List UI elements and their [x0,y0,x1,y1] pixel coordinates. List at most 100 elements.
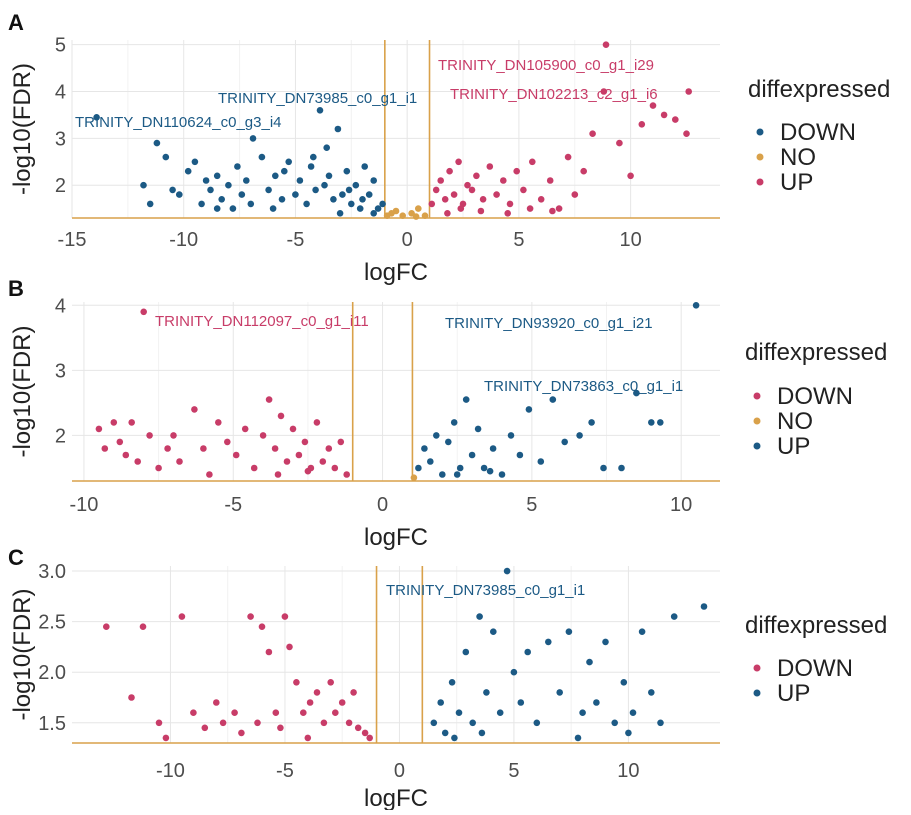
data-point-up [546,177,554,184]
data-point-down [343,167,351,175]
data-point-down [93,114,100,121]
data-point-down [304,467,312,475]
data-point-down [200,445,207,452]
data-point-up [545,638,552,646]
data-point-down [191,158,199,166]
data-point-up [506,200,514,208]
data-point-down [348,200,355,208]
legend-key [756,178,764,186]
data-point-up [516,451,524,459]
data-point-down [281,167,288,175]
data-point-up [513,167,520,175]
data-point-down [336,210,344,217]
x-tick-label: 0 [402,229,413,251]
data-point-up [446,167,453,175]
data-point-down [370,177,378,184]
data-point-down [283,458,291,465]
data-point-down [103,623,110,630]
data-point-up [549,207,556,215]
legend-label: UP [777,680,810,707]
data-point-up [462,396,470,403]
data-point-up [428,200,436,208]
data-point-up [462,648,470,656]
x-axis-label: logFC [364,259,428,286]
data-point-down [206,471,213,478]
data-point-down [334,125,342,133]
data-point-down [304,734,312,742]
data-point-down [339,191,346,198]
data-point-up [457,205,465,212]
data-point-down [306,699,314,706]
legend-label: UP [780,169,813,196]
data-point-down [295,451,303,459]
data-point-up [455,158,462,166]
data-point-down [146,432,153,439]
x-tick-label: -10 [69,494,98,516]
data-point-down [184,167,192,175]
data-point-down [213,699,220,706]
x-tick-label: -10 [169,229,198,251]
data-point-up [618,464,625,472]
data-point-up [450,419,458,426]
data-point-up [611,719,618,727]
data-point-up [565,628,573,635]
y-tick-label: 3.0 [38,561,66,583]
data-point-down [359,196,366,203]
x-tick-label: -5 [287,229,305,251]
data-point-up [486,163,494,170]
x-tick-label: 5 [508,760,519,782]
data-point-up [593,699,600,706]
x-tick-label: -15 [58,229,87,251]
data-point-down [277,724,284,732]
data-point-up [451,734,458,742]
data-point-up [537,196,545,203]
panel-letter: B [8,276,24,301]
data-point-down [374,205,382,212]
data-point-down [201,724,209,732]
data-point-down [249,135,257,142]
data-point-up [629,709,637,716]
data-point-down [238,729,245,737]
panel-letter: C [8,545,24,570]
data-point-down [316,107,324,114]
data-point-down [155,464,162,472]
data-point-up [638,121,646,128]
data-point-down [337,438,345,446]
data-point-down [190,709,197,716]
data-point-down [277,412,285,420]
gene-annotation: TRINITY_DN102213_c2_g1_i6 [450,86,658,103]
data-point-up [579,709,586,716]
data-point-up [556,689,563,696]
data-point-down [345,186,353,194]
data-point-down [134,458,141,465]
data-point-down [191,406,198,413]
data-point-down [243,177,250,184]
data-point-up [683,130,690,137]
data-point-down [176,191,183,198]
data-point-up [496,709,504,716]
x-tick-label: 5 [513,229,524,251]
data-point-up [589,130,596,137]
y-axis-label: -log10(FDR) [9,325,36,457]
data-point-down [101,445,109,452]
x-tick-label: 10 [619,229,641,251]
data-point-up [529,158,536,166]
data-point-up [649,102,657,109]
data-point-down [310,153,317,161]
data-point-down [225,181,232,189]
data-point-down [146,200,154,208]
volcano-panel-a: -15 -10 -5 0 5 10 2 3 4 5 TRINITY_DN105900_c0_g1_i… [8,10,890,286]
data-point-up [490,628,497,635]
data-point-down [232,451,240,459]
legend-key [753,664,761,672]
data-point-down [176,458,183,465]
y-tick-label: 3 [55,360,66,382]
data-point-up [464,181,471,189]
data-point-down [128,419,135,426]
data-point-down [313,689,321,696]
legend-key [753,689,761,697]
data-point-no [415,205,422,212]
data-point-up [517,699,525,706]
y-axis-label: -log10(FDR) [9,63,36,195]
